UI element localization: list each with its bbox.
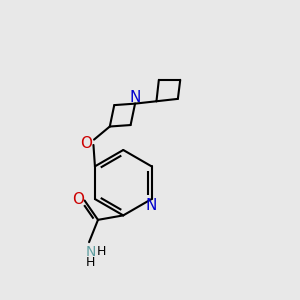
Text: O: O	[80, 136, 92, 151]
Text: N: N	[129, 90, 141, 105]
Text: N: N	[85, 245, 96, 259]
Text: N: N	[146, 198, 157, 213]
Text: H: H	[97, 245, 106, 258]
Text: O: O	[72, 191, 84, 206]
Text: H: H	[86, 256, 95, 269]
